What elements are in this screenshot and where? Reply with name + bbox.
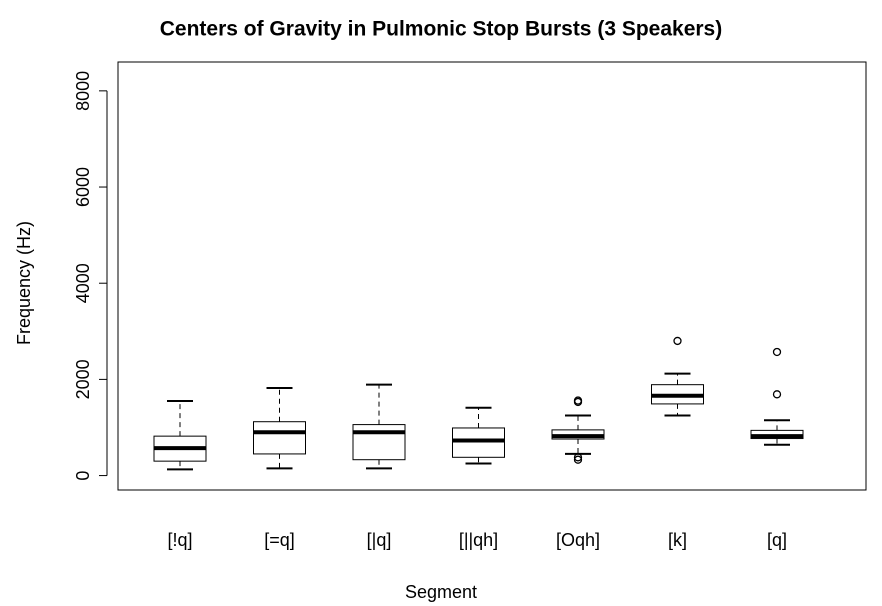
plot-frame [117,61,867,491]
y-tick-label: 4000 [73,263,93,303]
y-axis-label: Frequency (Hz) [14,221,34,345]
outlier [673,336,682,346]
outlier [573,453,583,462]
x-tick-label: [k] [668,530,687,550]
box [452,427,505,458]
x-tick-label: [||qh] [459,530,498,550]
x-tick-label: [!q] [167,530,192,550]
chart-title: Centers of Gravity in Pulmonic Stop Burs… [160,18,722,41]
outlier [573,455,583,464]
outlier [573,396,583,405]
x-axis-label: Segment [405,582,477,602]
box [253,421,306,455]
y-tick-label: 6000 [73,167,93,207]
y-tick-label: 8000 [73,71,93,111]
outlier [772,390,782,399]
outlier [772,347,782,357]
x-tick-label: [Oqh] [556,530,600,550]
x-tick-label: [q] [767,530,787,550]
x-tick-label: [=q] [264,530,295,550]
box [352,424,406,461]
x-tick-label: [|q] [367,530,392,550]
y-tick-label: 2000 [73,359,93,399]
y-tick-label: 0 [73,471,93,481]
